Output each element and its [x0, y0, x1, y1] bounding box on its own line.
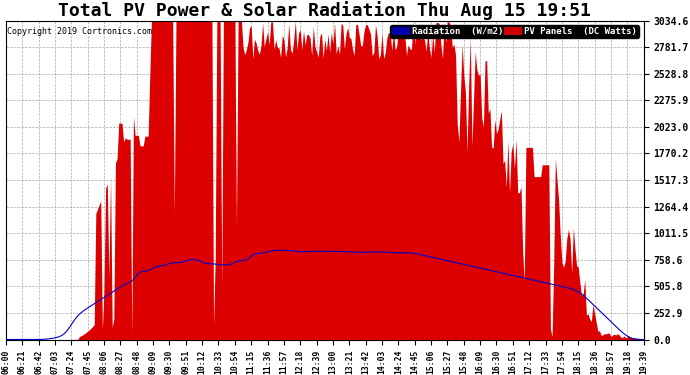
Title: Total PV Power & Solar Radiation Thu Aug 15 19:51: Total PV Power & Solar Radiation Thu Aug… [59, 2, 591, 20]
Text: Copyright 2019 Cortronics.com: Copyright 2019 Cortronics.com [7, 27, 152, 36]
Legend: Radiation  (W/m2), PV Panels  (DC Watts): Radiation (W/m2), PV Panels (DC Watts) [390, 25, 639, 38]
